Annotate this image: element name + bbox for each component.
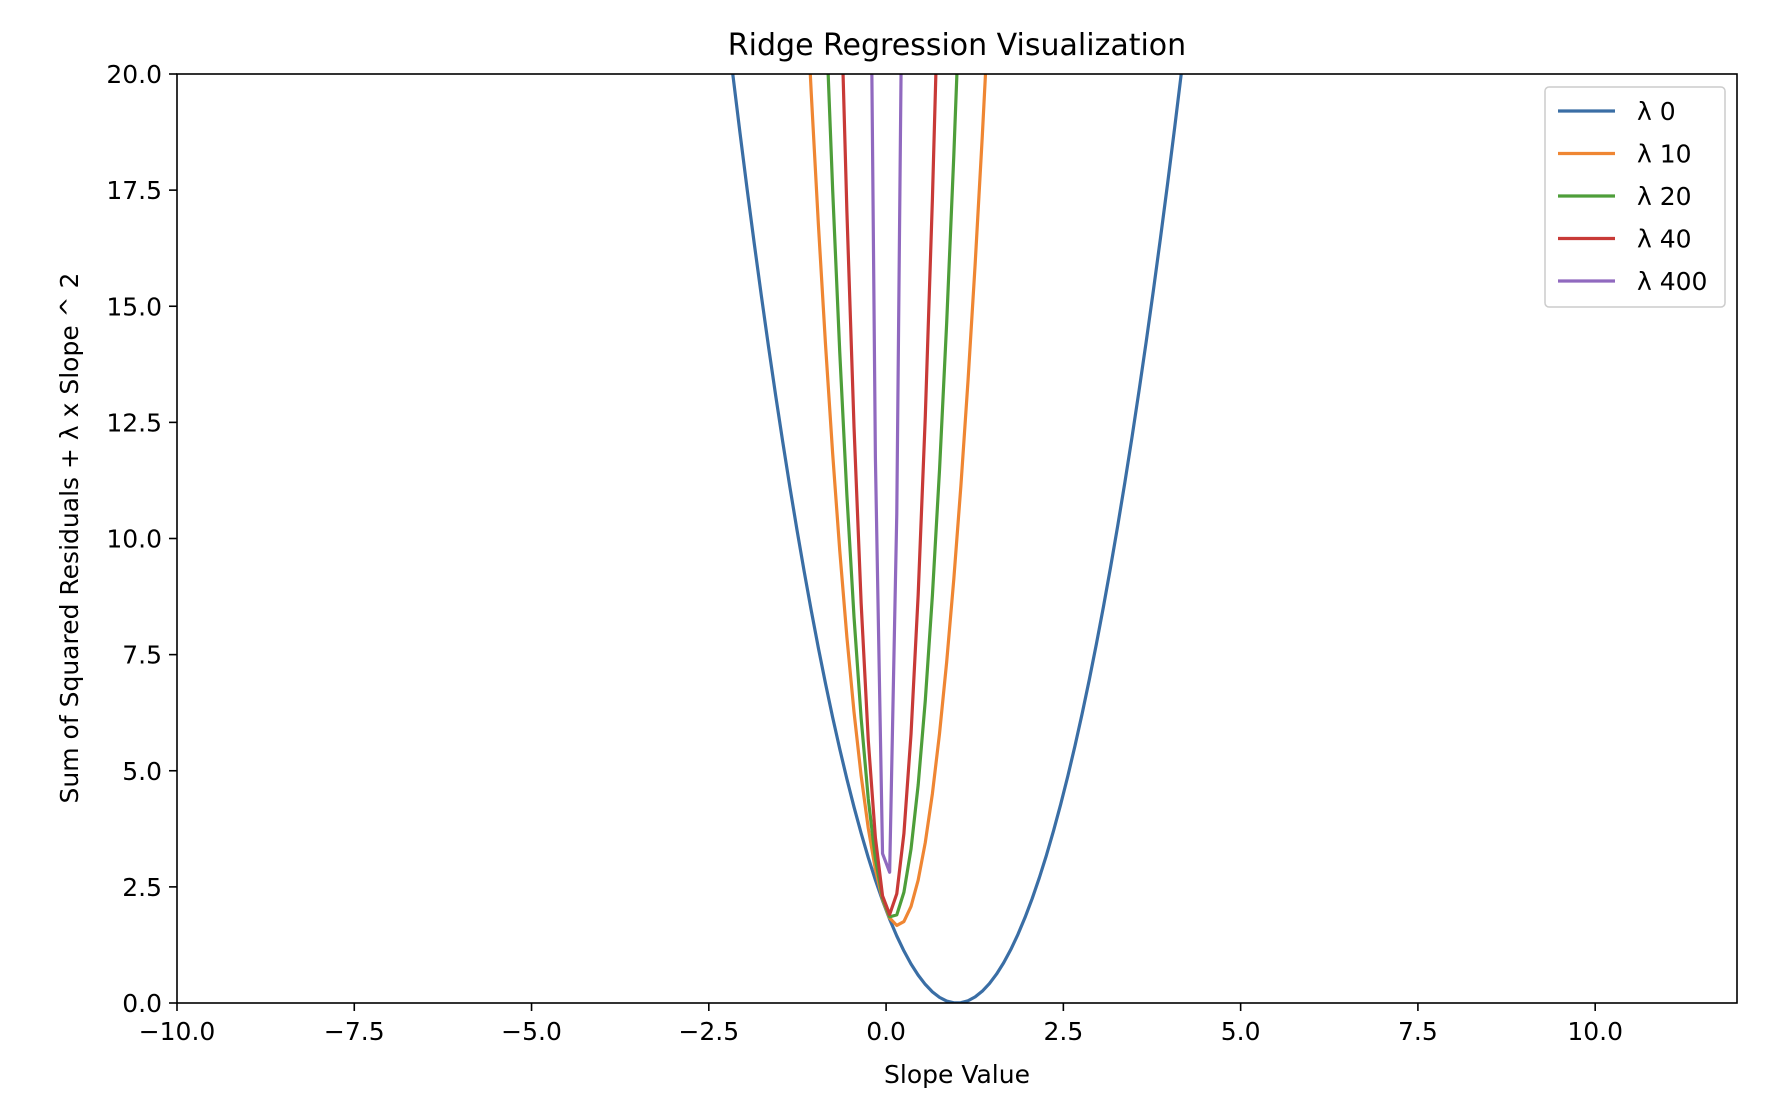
series-line xyxy=(841,74,938,917)
legend-entries: λ 0 λ 10 λ 20 λ 40 λ 400 xyxy=(1558,97,1707,296)
legend-label: λ 20 xyxy=(1637,182,1692,211)
series-line xyxy=(870,74,903,874)
x-tick-label: 2.5 xyxy=(1043,1017,1083,1046)
x-tick-label: −2.5 xyxy=(678,1017,739,1046)
series-layer xyxy=(731,74,1183,1003)
y-axis-label: Sum of Squared Residuals + λ x Slope ^ 2 xyxy=(55,273,84,804)
x-axis-label: Slope Value xyxy=(884,1060,1030,1089)
legend-box xyxy=(1544,86,1726,308)
y-tick-label: 17.5 xyxy=(106,176,162,205)
chart-title: Ridge Regression Visualization xyxy=(728,28,1186,63)
y-tick-label: 2.5 xyxy=(122,873,162,902)
y-tick-label: 0.0 xyxy=(122,989,162,1018)
x-tick-label: 7.5 xyxy=(1398,1017,1438,1046)
y-axis-ticks: 0.0 2.5 5.0 7.5 10.0 12.5 15.0 17.5 20.0 xyxy=(106,60,177,1018)
x-tick-label: −5.0 xyxy=(501,1017,562,1046)
x-tick-label: 10.0 xyxy=(1567,1017,1623,1046)
legend: λ 0 λ 10 λ 20 λ 40 λ 400 xyxy=(1544,86,1726,308)
y-tick-label: 12.5 xyxy=(106,408,162,437)
legend-label: λ 400 xyxy=(1637,267,1707,296)
y-tick-label: 10.0 xyxy=(106,525,162,554)
legend-label: λ 10 xyxy=(1637,140,1692,169)
x-tick-label: −7.5 xyxy=(324,1017,385,1046)
x-tick-label: 5.0 xyxy=(1221,1017,1261,1046)
legend-label: λ 40 xyxy=(1637,225,1692,254)
legend-label: λ 0 xyxy=(1637,97,1676,126)
y-tick-label: 15.0 xyxy=(106,292,162,321)
x-axis-ticks: −10.0 −7.5 −5.0 −2.5 0.0 2.5 5.0 7.5 10.0 xyxy=(139,1003,1623,1046)
y-tick-label: 7.5 xyxy=(122,641,162,670)
y-tick-label: 20.0 xyxy=(106,60,162,89)
x-tick-label: 0.0 xyxy=(866,1017,906,1046)
y-tick-label: 5.0 xyxy=(122,757,162,786)
x-tick-label: −10.0 xyxy=(139,1017,216,1046)
